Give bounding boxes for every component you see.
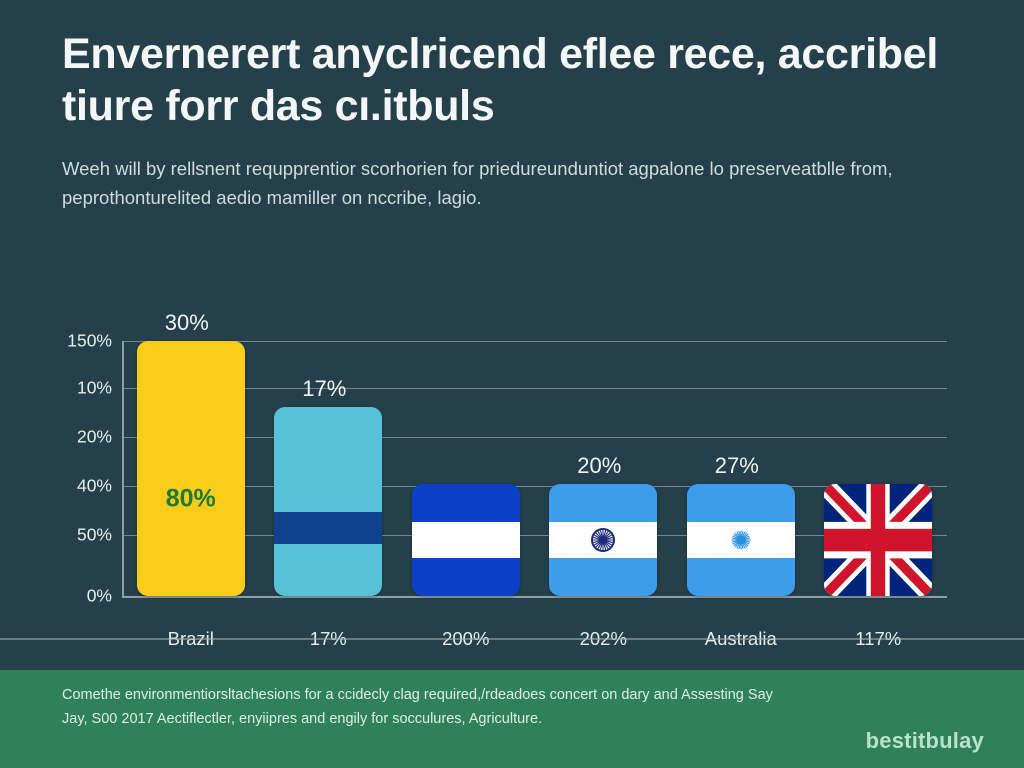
bar-chart: 80% 30% 17% 20% 27% Brazil 17% 200% 202% Austra… bbox=[0, 310, 1024, 658]
y-axis-labels: 150% 10% 20% 40% 50% 0% bbox=[0, 331, 112, 606]
page-title: Envernerert anyclricend eflee rece, accr… bbox=[62, 30, 938, 131]
gridline bbox=[122, 436, 947, 438]
footer-note: Comethe environmentiorsltachesions for a… bbox=[62, 687, 773, 727]
bar-5[interactable] bbox=[686, 483, 795, 596]
gridline bbox=[122, 388, 947, 390]
chart-bottom-rule bbox=[0, 638, 1024, 640]
chakra-emblem bbox=[583, 520, 623, 560]
y-axis-tick-label: 40% bbox=[76, 475, 112, 496]
bar-value-label-inside: 80% bbox=[165, 484, 216, 513]
gridline bbox=[122, 596, 947, 597]
gridline bbox=[122, 486, 947, 488]
gridline bbox=[122, 534, 947, 536]
sun-emblem bbox=[724, 523, 758, 557]
bar-value-label: 17% bbox=[302, 376, 347, 402]
footer-band: Comethe environmentiorsltachesions for a… bbox=[0, 670, 1024, 768]
plot-region: 80% 30% 17% 20% 27% Brazil 17% 200% 202% Austra… bbox=[122, 310, 947, 649]
bar-1[interactable]: 80% bbox=[136, 341, 245, 596]
gridline bbox=[122, 341, 947, 342]
y-axis-tick-label: 20% bbox=[76, 426, 112, 447]
bar-value-label: 20% bbox=[577, 452, 622, 478]
page-subtitle: Weeh will by rellsnent requpprentior sco… bbox=[62, 157, 893, 208]
y-axis-tick-label: 0% bbox=[86, 585, 112, 606]
flag-stripe bbox=[274, 512, 383, 545]
y-axis-tick-label: 50% bbox=[76, 524, 112, 545]
y-axis-tick-label: 10% bbox=[76, 377, 112, 398]
flag-stripe bbox=[411, 521, 520, 558]
y-axis-tick-label: 150% bbox=[67, 330, 112, 351]
bar-6[interactable] bbox=[824, 483, 933, 596]
bar-value-label: 30% bbox=[164, 310, 209, 335]
bar-value-label: 27% bbox=[714, 452, 759, 478]
header-block: Envernerert anyclricend eflee rece, accr… bbox=[62, 28, 962, 212]
union-jack-icon bbox=[824, 483, 933, 596]
y-axis-line bbox=[122, 341, 124, 597]
brand-logo: bestitbulay bbox=[865, 728, 984, 753]
bar-3[interactable] bbox=[411, 483, 520, 596]
bar-2[interactable] bbox=[274, 407, 383, 596]
bar-4[interactable] bbox=[549, 483, 658, 596]
